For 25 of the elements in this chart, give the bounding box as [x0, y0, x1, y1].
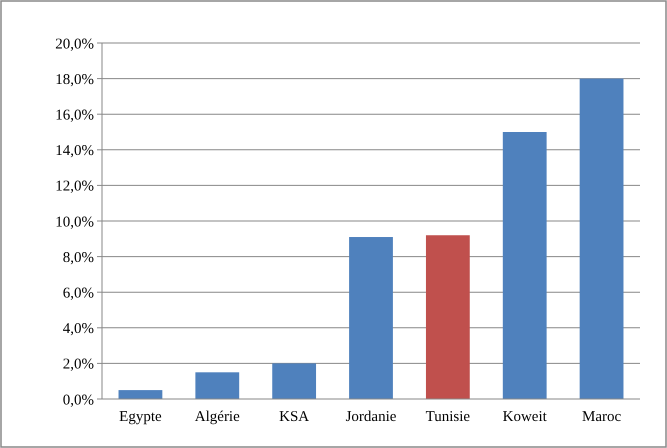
y-tick-label: 0,0% — [62, 392, 94, 408]
y-tick-label: 20,0% — [55, 36, 94, 52]
x-tick-label: KSA — [279, 409, 310, 425]
y-tick-label: 8,0% — [62, 250, 94, 266]
y-tick-label: 4,0% — [62, 321, 94, 338]
y-tick-label: 10,0% — [55, 214, 94, 230]
y-tick-label: 2,0% — [62, 356, 94, 373]
bar — [502, 132, 547, 399]
x-tick-label: Tunisie — [426, 409, 470, 425]
x-tick-label: Egypte — [119, 409, 162, 425]
x-tick-label: Maroc — [582, 409, 622, 425]
y-tick-label: 18,0% — [55, 72, 94, 88]
bar — [195, 372, 240, 399]
bar — [118, 390, 162, 399]
x-tick-label: Jordanie — [346, 409, 397, 425]
x-tick-label: Koweit — [502, 409, 548, 425]
bar — [349, 237, 393, 399]
bar — [426, 235, 470, 399]
y-tick-label: 12,0% — [55, 178, 94, 195]
y-tick-label: 6,0% — [62, 285, 94, 302]
x-tick-label: Algérie — [194, 409, 240, 425]
bar — [272, 363, 316, 399]
y-tick-label: 14,0% — [55, 143, 94, 160]
bar — [580, 78, 624, 399]
y-tick-label: 16,0% — [55, 107, 94, 124]
